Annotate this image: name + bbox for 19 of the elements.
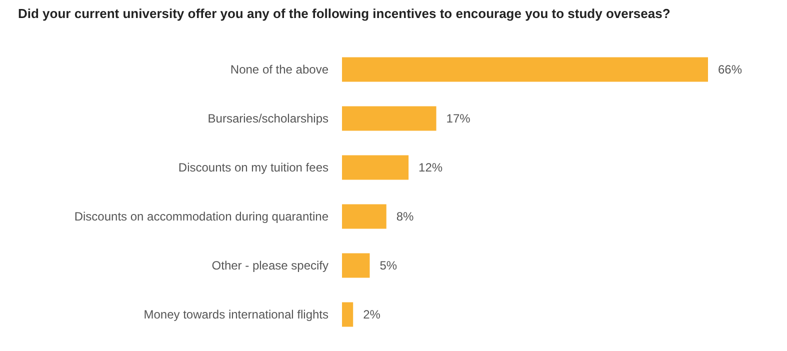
data-label: 17% (446, 112, 471, 126)
data-label: 12% (418, 160, 443, 174)
bar (342, 106, 436, 131)
y-tick-label: Discounts on accommodation during quarantine (74, 210, 329, 224)
data-label: 5% (380, 258, 398, 272)
bar (342, 302, 354, 327)
data-label: 66% (718, 62, 742, 76)
y-tick-label: None of the above (230, 62, 329, 76)
y-tick-label: Other - please specify (212, 258, 328, 272)
data-label: 2% (363, 308, 381, 322)
data-label: 8% (396, 210, 414, 224)
bar (342, 204, 386, 229)
bar (342, 253, 370, 278)
y-tick-label: Bursaries/scholarships (208, 112, 328, 126)
y-tick-label: Discounts on my tuition fees (178, 160, 328, 174)
bar (342, 57, 708, 82)
bar (342, 155, 409, 180)
chart-title: Did your current university offer you any of the following incentives to encourage you to study overseas? (18, 6, 670, 21)
y-tick-label: Money towards international flights (144, 308, 328, 322)
